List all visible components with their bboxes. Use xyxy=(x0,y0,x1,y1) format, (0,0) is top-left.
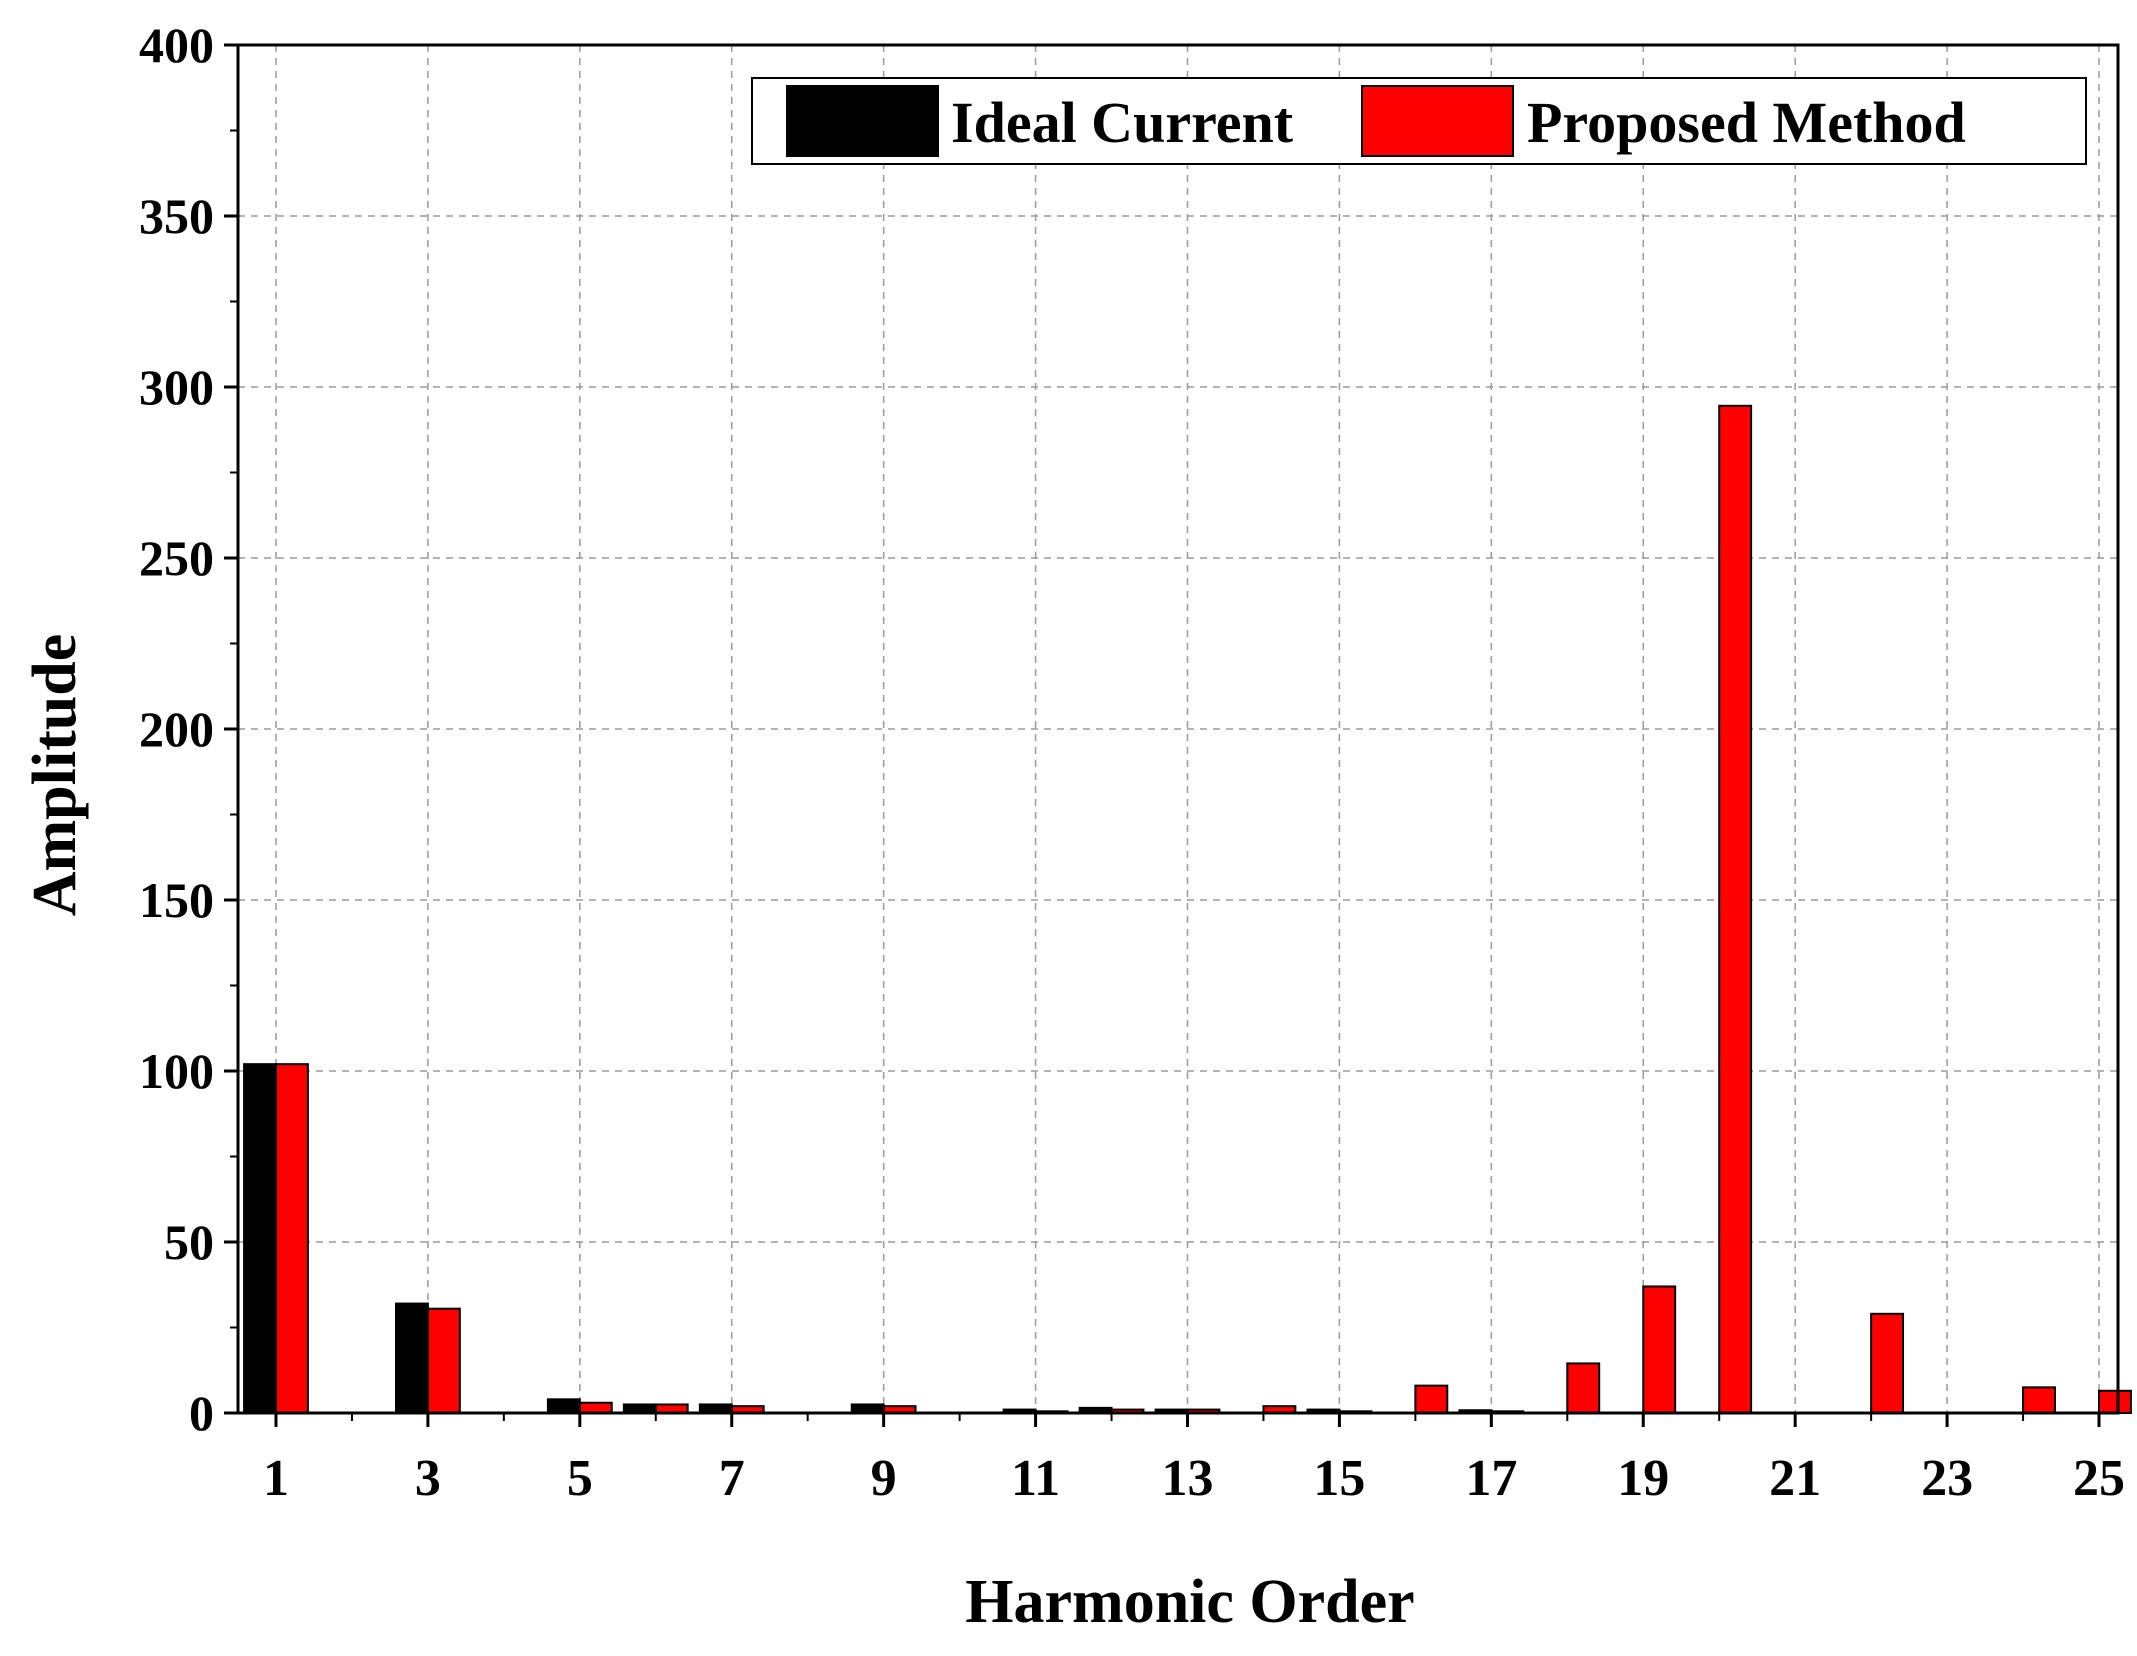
y-tick-label: 0 xyxy=(189,1385,214,1441)
x-tick-label: 19 xyxy=(1617,1450,1669,1507)
y-tick-label: 100 xyxy=(139,1043,214,1099)
x-tick-label: 1 xyxy=(263,1450,289,1507)
bar-proposed-method xyxy=(1566,1362,1601,1415)
legend-swatch-ideal-current xyxy=(786,85,939,157)
x-axis-title: Harmonic Order xyxy=(965,1568,1414,1636)
bar-proposed-method xyxy=(2022,1386,2056,1414)
y-tick-label: 350 xyxy=(139,188,214,244)
legend-label-ideal-current: Ideal Current xyxy=(951,90,1294,155)
legend: Ideal Current Proposed Method xyxy=(751,77,2087,165)
y-tick-label: 200 xyxy=(139,701,214,757)
bar-proposed-method xyxy=(1870,1312,1905,1414)
x-tick-label: 9 xyxy=(871,1450,897,1507)
legend-swatch-proposed-method xyxy=(1361,85,1514,157)
bar-ideal-current xyxy=(546,1398,581,1414)
x-tick-label: 5 xyxy=(567,1450,593,1507)
bar-proposed-method xyxy=(1642,1285,1677,1414)
legend-label-proposed-method: Proposed Method xyxy=(1527,90,1966,155)
bar-proposed-method xyxy=(1718,404,1753,1414)
y-tick-label: 250 xyxy=(139,530,214,586)
bar-proposed-method xyxy=(2098,1389,2132,1415)
y-tick-label: 400 xyxy=(139,17,214,73)
bar-proposed-method xyxy=(1414,1384,1449,1415)
y-axis-title: Amplitude xyxy=(21,634,89,916)
x-tick-label: 7 xyxy=(719,1450,745,1507)
bar-ideal-current xyxy=(394,1302,429,1415)
y-tick-label: 300 xyxy=(139,359,214,415)
x-tick-label: 25 xyxy=(2073,1450,2125,1507)
x-tick-label: 13 xyxy=(1161,1450,1213,1507)
x-tick-label: 3 xyxy=(415,1450,441,1507)
bar-ideal-current xyxy=(243,1063,277,1415)
y-tick-label: 50 xyxy=(164,1214,214,1270)
bar-proposed-method xyxy=(578,1401,613,1414)
bar-proposed-method xyxy=(274,1063,309,1415)
grid xyxy=(238,45,2118,1413)
ticks: 1 3 5 7 9 11 13 15 17 19 21 23 250501001502002503003… xyxy=(139,17,2125,1507)
x-tick-label: 17 xyxy=(1465,1450,1517,1507)
bar-proposed-method xyxy=(426,1307,461,1414)
y-tick-label: 150 xyxy=(139,872,214,928)
x-tick-label: 15 xyxy=(1313,1450,1365,1507)
x-tick-label: 21 xyxy=(1769,1450,1821,1507)
x-tick-label: 23 xyxy=(1921,1450,1973,1507)
x-tick-label: 11 xyxy=(1011,1450,1060,1507)
